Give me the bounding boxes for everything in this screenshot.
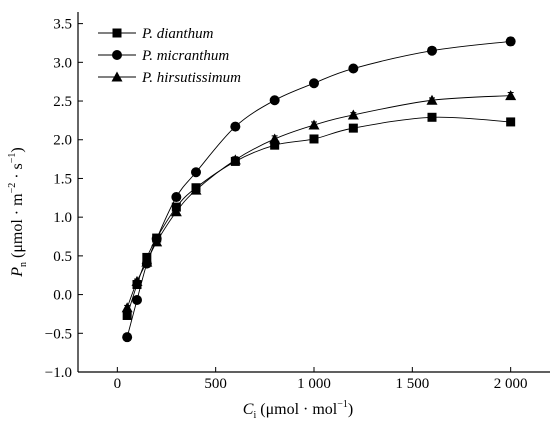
legend: P. dianthum P. micranthum P. hirsutissimum [98,26,241,86]
y-tick-label: 0.0 [53,288,72,304]
y-axis-units-superscript-2: −1 [7,153,18,164]
y-axis-units-mid: · s [9,163,26,183]
point-triangle [229,154,241,165]
legend-label-circle: P. micranthum [141,48,229,64]
x-tick-label: 0 [114,376,122,392]
legend-marker-circle [112,50,122,60]
y-tick-label: 3.0 [53,55,72,71]
y-axis-symbol: P [9,267,26,278]
x-axis-subscript: i [253,410,256,418]
x-axis-title: Ci (μmol · mol−1) [243,399,353,418]
y-axis-units: (μmol · m [9,193,26,258]
y-tick-label: 1.0 [53,210,72,226]
point-circle [191,167,201,178]
point-triangle [151,236,163,247]
point-square [506,117,516,127]
point-square [270,140,280,150]
point-square [427,112,437,122]
y-tick-label: −0.5 [45,326,72,342]
legend-marker-square [112,28,122,38]
point-circle [348,63,359,74]
y-axis-subscript: n [18,262,29,267]
data-markers [121,36,517,343]
legend-item-circle: P. micranthum [98,48,229,64]
point-square [122,310,132,320]
y-tick-label: 2.0 [53,133,72,149]
point-triangle [131,275,143,286]
point-triangle [121,302,133,313]
point-circle [122,332,133,343]
point-circle [427,45,437,56]
point-circle [132,295,142,305]
x-axis-units-superscript: −1 [337,399,348,410]
x-axis-units: (μmol · mol [260,401,338,418]
legend-label-triangle: P. hirsutissimum [141,70,241,86]
y-tick-label: 3.5 [53,17,72,33]
point-triangle [190,184,202,195]
y-axis-units-superscript-1: −2 [7,183,18,194]
legend-item-square: P. dianthum [98,26,214,42]
y-tick-label: 0.5 [53,249,72,265]
x-tick-label: 500 [204,376,227,392]
point-triangle [426,94,438,105]
point-square [348,123,358,133]
x-axis-units-close: ) [348,401,353,418]
y-tick-label: 1.5 [53,171,72,187]
x-tick-label: 2 000 [494,376,528,392]
legend-label-square: P. dianthum [141,26,214,42]
point-triangle [269,133,281,144]
x-axis-symbol: C [243,401,254,418]
legend-item-triangle: P. hirsutissimum [98,70,241,86]
y-axis-ticks: −1.0 −0.5 0.0 0.5 1.0 1.5 2.0 2.5 3.0 3.5 [45,17,83,381]
point-square [309,134,319,144]
point-circle [230,121,241,132]
x-axis-ticks: 0 500 1 000 1 500 2 000 [114,367,528,392]
point-circle [171,192,182,203]
point-circle [309,78,319,89]
point-triangle [347,109,359,120]
point-triangle [505,90,517,101]
point-circle [269,95,280,106]
x-tick-label: 1 500 [395,376,429,392]
legend-marker-triangle [111,71,123,82]
point-triangle [170,206,182,217]
point-triangle [308,119,320,130]
x-tick-label: 1 000 [297,376,331,392]
y-axis-title: Pn (μmol · m−2 · s−1) [7,147,29,278]
y-axis-units-close: ) [9,147,26,152]
y-tick-label: 2.5 [53,94,72,110]
point-circle [505,36,516,47]
y-tick-label: −1.0 [45,365,72,381]
point-triangle [141,256,153,267]
